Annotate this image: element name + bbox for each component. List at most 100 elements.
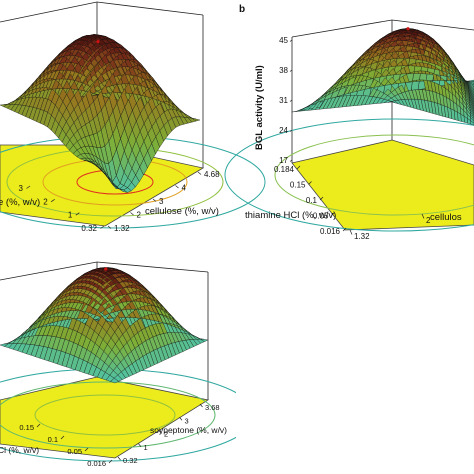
panel-c-floor [0, 376, 210, 459]
surface-cell [469, 96, 474, 110]
panel-c-x-tick-label: 0.32 [123, 456, 138, 465]
panel-c-y-tick-label: 0.15 [19, 423, 34, 432]
panel-c-y-tick-label: 0.016 [87, 459, 106, 468]
panel-c-x-axis-label: soypeptone (%, w/v) [150, 425, 227, 435]
panel-a-x-tick-label: 4.68 [204, 170, 220, 179]
panel-b-z-tick-label: 45 [279, 36, 288, 45]
surface-cell [470, 117, 474, 124]
panel-b-y-tick-mark [331, 212, 335, 216]
panel-a-x-axis-label: cellulose (%, w/v) [145, 206, 219, 217]
panel-c-ticks: 0.32 1 2 3 3.68 0.016 0.05 0.1 0.15 [19, 403, 219, 468]
panel-c-y-tick-mark [60, 435, 65, 440]
panel-b-z-tick-mark [289, 39, 293, 42]
panel-c-x-tick-mark [199, 403, 203, 408]
panel-b-contour [274, 134, 474, 216]
panel-a-x-tick-mark [175, 185, 179, 189]
blank-area [236, 243, 474, 474]
panel-c-contour [34, 394, 176, 436]
surface-cell [291, 108, 303, 113]
surface-cell [469, 106, 474, 117]
panel-c-y-tick-mark [84, 447, 89, 452]
panel-a-y-tick-mark [100, 225, 105, 229]
panel-a-x-tick-label: 4 [182, 184, 187, 193]
surface-cell [469, 108, 474, 119]
panel-a-y-tick-label: 3 [19, 184, 24, 193]
panel-c-x-tick-mark [117, 456, 121, 461]
panel-c: 0.32 1 2 3 3.68 0.016 0.05 0.1 0.15 soypeptone (… [0, 261, 256, 468]
surface-cell [470, 120, 474, 126]
panel-b-z-axis-label: BGL activity (U/ml) [254, 65, 265, 150]
panel-b-y-tick-label: 0.15 [290, 181, 306, 190]
panel-c-x-tick-label: 1 [144, 443, 148, 452]
panel-b-z-tick-mark [289, 159, 293, 162]
panel-b-z-tick-label: 17 [279, 156, 288, 165]
surface-cell [110, 377, 119, 384]
panel-a-y-tick-label: 0.32 [81, 224, 97, 233]
panel-b-z-tick-label: 24 [279, 126, 288, 135]
panel-c-x-tick-mark [179, 417, 183, 421]
panel-b-y-tick-label: 0.016 [320, 227, 341, 236]
panel-b-y-tick-label: 0.1 [306, 196, 318, 205]
panel-c-y-tick-label: 0.05 [67, 447, 82, 456]
panel-a-x-tick-mark [107, 225, 112, 229]
panel-b-y-tick-mark [308, 181, 312, 185]
panel-b-surface [291, 27, 474, 126]
panel-a-ticks: 1.32 2 3 4 4.68 0.32 1 2 3 [19, 170, 221, 233]
panel-b-y-tick-mark [342, 227, 347, 232]
surface-cell [469, 101, 474, 113]
panel-c-x-tick-mark [158, 430, 162, 434]
panel-a-x-tick-mark [197, 171, 202, 175]
panel-b-z-tick-mark [289, 129, 293, 132]
panel-b-y-tick-mark [319, 196, 324, 201]
panel-b-x-tick-mark [349, 229, 353, 235]
panel-b: b 17 24 31 38 45 0.016 0.05 0.10.15 0.184 1.32 2 B… [224, 4, 474, 241]
panel-b-x-tick-mark [421, 213, 425, 219]
panel-b-x-axis-label: cellulos [430, 212, 462, 223]
panel-a-x-tick-mark [152, 198, 157, 202]
panel-a-surface [0, 34, 201, 193]
panel-a-x-tick-mark [130, 212, 134, 216]
panel-a-y-axis-label: e (%, w/v) [0, 197, 40, 208]
panel-b-y-axis-label: thiamine HCl (%, w/v) [245, 210, 336, 221]
panel-b-x-tick-label: 2 [426, 216, 431, 225]
panel-b-y-tick-label: 0.184 [274, 165, 295, 174]
panel-a-y-tick-mark [75, 212, 80, 216]
panel-c-contour [0, 381, 216, 449]
surface-peak-marker [96, 39, 100, 44]
panel-c-y-tick-mark [108, 459, 113, 464]
panel-a: 1.32 2 3 4 4.68 0.32 1 2 3 cellulose (%, w/v) e … [0, 1, 266, 233]
panel-b-floor [291, 139, 474, 231]
panel-a-y-tick-mark [50, 199, 55, 203]
panel-b-z-tick-label: 31 [279, 96, 288, 105]
panel-a-y-tick-mark [26, 185, 31, 189]
panel-c-surface [0, 267, 209, 384]
panel-a-y-tick-label: 1 [68, 211, 73, 220]
panel-c-y-tick-mark [36, 423, 41, 428]
panel-b-z-tick-mark [289, 69, 293, 72]
panel-b-label: b [239, 4, 245, 15]
surface-cell [119, 188, 128, 193]
panel-b-x-tick-label: 1.32 [354, 232, 370, 241]
panel-c-x-tick-label: 3.68 [205, 403, 220, 412]
surface-peak-marker [104, 267, 108, 271]
panel-c-x-tick-label: 3 [185, 416, 189, 425]
panel-c-y-tick-label: 0.1 [48, 435, 58, 444]
panel-b-z-tick-label: 38 [279, 66, 288, 75]
panel-b-contours [224, 118, 474, 232]
panel-b-contour [224, 118, 474, 232]
surface-cell [470, 113, 474, 122]
panel-b-ticks: 17 24 31 38 45 0.016 0.05 0.10.15 0.184 1.32 2 [274, 36, 431, 241]
panel-a-x-tick-label: 2 [137, 211, 142, 220]
panel-b-y-tick-mark [296, 165, 301, 170]
panel-c-x-tick-mark [138, 443, 142, 447]
panel-c-x-tick-label: 2 [164, 430, 168, 439]
surface-cell [470, 111, 474, 121]
panel-b-z-tick-mark [289, 99, 293, 102]
surface-cell [469, 103, 474, 115]
panel-a-x-tick-label: 3 [159, 197, 164, 206]
surface-peak-marker [406, 27, 410, 31]
panel-b-y-tick-label: 0.05 [313, 212, 329, 221]
panel-a-y-tick-label: 2 [43, 197, 48, 206]
